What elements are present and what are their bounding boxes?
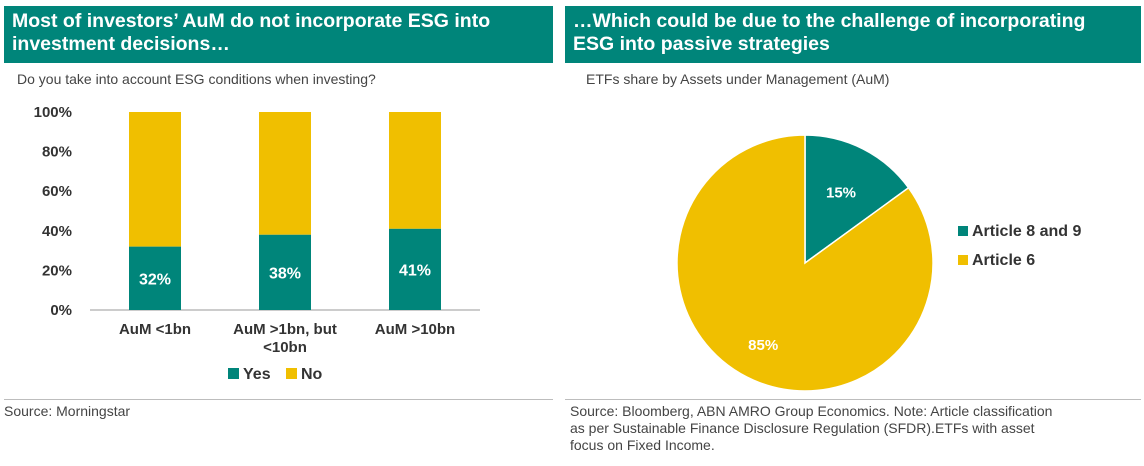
x-category-label: AuM >10bn	[375, 321, 455, 338]
legend-label-yes: Yes	[243, 366, 271, 383]
bar-yes	[389, 228, 441, 310]
bar-data-label: 32%	[139, 271, 171, 288]
legend-swatch-no	[286, 368, 297, 379]
bar-data-label: 41%	[399, 262, 431, 279]
right-divider	[565, 399, 1141, 400]
right-source-line3: focus on Fixed Income.	[570, 437, 715, 453]
x-category-label: AuM <1bn	[119, 321, 191, 338]
bar-data-label: 38%	[269, 265, 301, 282]
bar-yes	[129, 246, 181, 310]
legend-label: Article 8 and 9	[972, 223, 1081, 240]
pie-slice	[804, 134, 910, 265]
y-tick-label: 20%	[42, 262, 72, 279]
bar-no	[259, 112, 311, 235]
right-panel-title: …Which could be due to the challenge of …	[565, 6, 1141, 63]
pie-data-label: 15%	[826, 184, 856, 201]
y-tick-label: 100%	[34, 104, 72, 121]
pie-slice	[676, 134, 934, 392]
left-source-note: Source: Morningstar	[4, 403, 131, 419]
left-panel-title: Most of investors’ AuM do not incorporat…	[4, 6, 553, 63]
pie-chart: 15% 85% Article 8 and 9 Article 6	[676, 134, 1081, 392]
y-tick-label: 0%	[50, 302, 72, 319]
bar-legend: Yes No	[228, 366, 323, 383]
y-tick-label: 80%	[42, 144, 72, 161]
pie-data-label: 85%	[748, 337, 778, 354]
bar-no	[389, 112, 441, 229]
right-title-line1: …Which could be due to the challenge of …	[573, 10, 1086, 32]
bar-no	[129, 112, 181, 247]
legend-label: Article 6	[972, 252, 1035, 269]
x-category-label: <10bn	[263, 339, 307, 356]
right-source-line1: Source: Bloomberg, ABN AMRO Group Econom…	[570, 403, 1053, 419]
left-title-line2: investment decisions…	[12, 33, 230, 55]
left-divider	[4, 399, 553, 400]
legend-swatch	[958, 255, 968, 265]
right-title-line2: ESG into passive strategies	[573, 33, 830, 55]
right-source-line2: as per Sustainable Finance Disclosure Re…	[570, 420, 1035, 436]
x-category-label: AuM >1bn, but	[233, 321, 337, 338]
pie-legend: Article 8 and 9 Article 6	[958, 223, 1081, 269]
legend-swatch	[958, 226, 968, 236]
legend-swatch-yes	[228, 368, 239, 379]
bar-yes	[259, 234, 311, 310]
y-tick-label: 40%	[42, 223, 72, 240]
right-source-note: Source: Bloomberg, ABN AMRO Group Econom…	[570, 403, 1136, 454]
left-title-line1: Most of investors’ AuM do not incorporat…	[12, 10, 491, 32]
y-tick-label: 60%	[42, 183, 72, 200]
pie-chart-subtitle: ETFs share by Assets under Management (A…	[586, 71, 890, 87]
bar-chart: 0% 20% 40% 60% 80% 100% 32% AuM <1bn 38% AuM >1bn…	[34, 104, 480, 383]
legend-label-no: No	[301, 366, 323, 383]
bar-chart-subtitle: Do you take into account ESG conditions …	[17, 71, 376, 87]
